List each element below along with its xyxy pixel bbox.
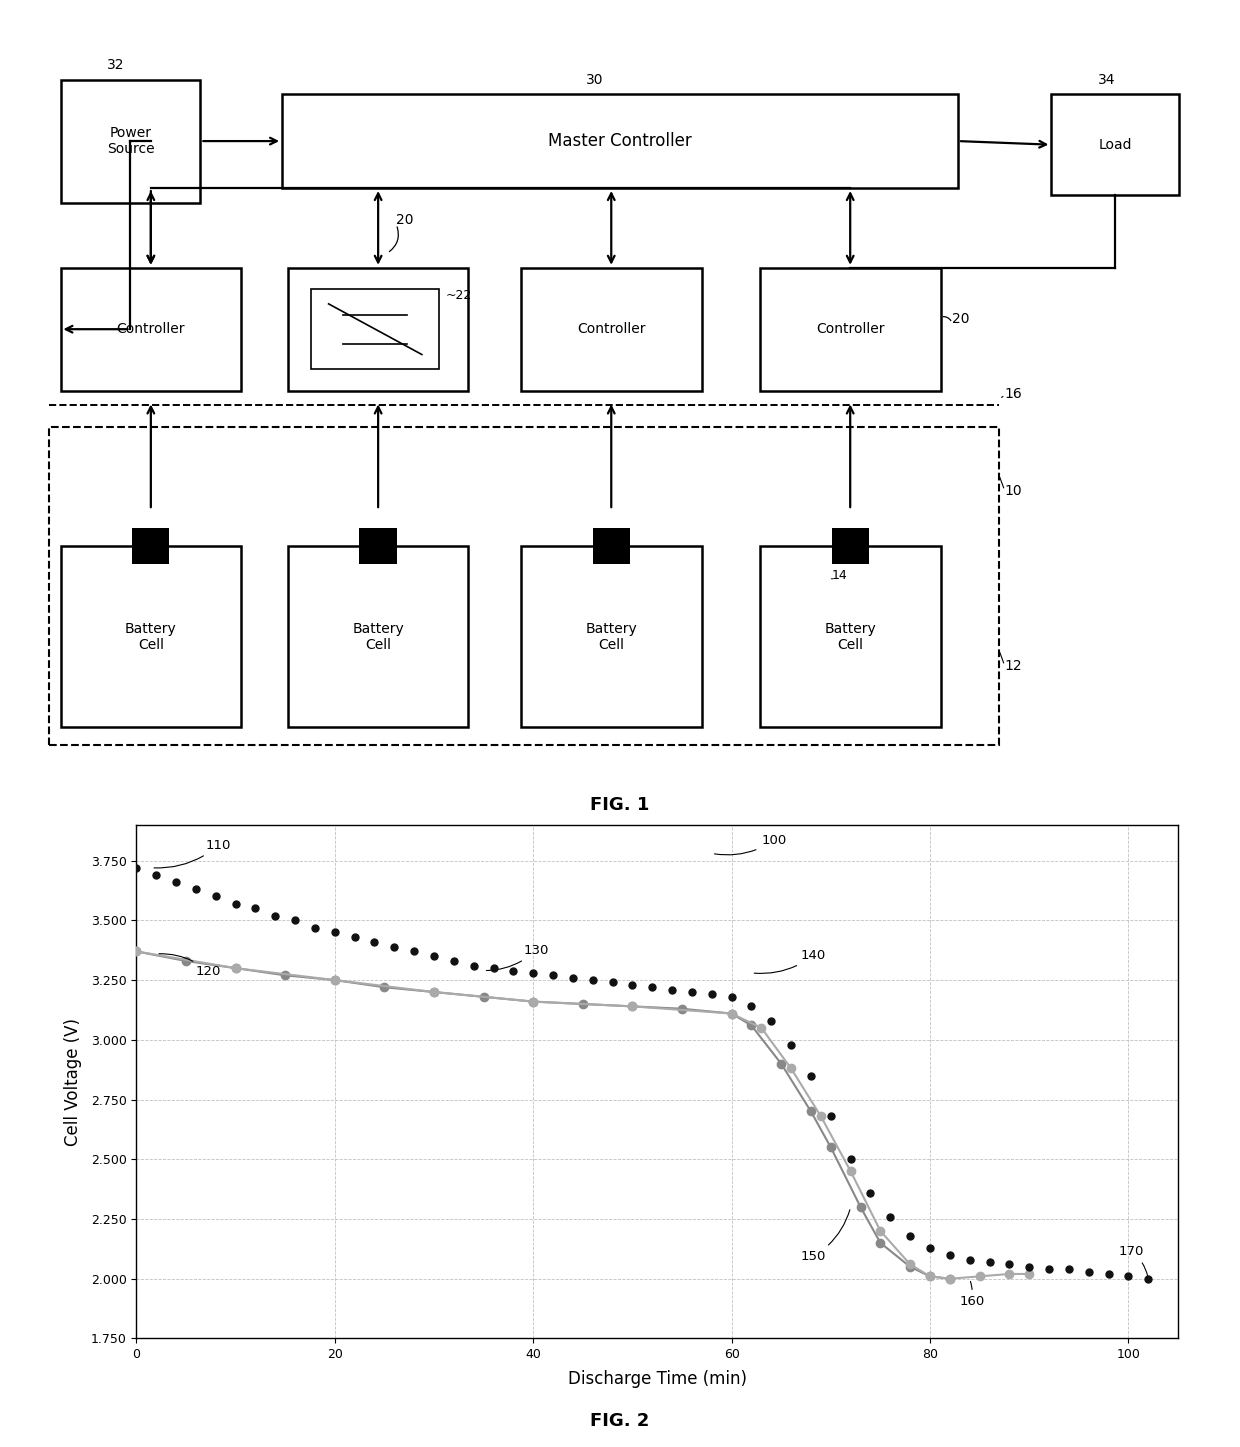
Text: Battery
Cell: Battery Cell bbox=[825, 622, 877, 651]
FancyBboxPatch shape bbox=[61, 80, 201, 203]
FancyBboxPatch shape bbox=[521, 547, 702, 728]
Text: Controller: Controller bbox=[117, 323, 185, 336]
Text: Master Controller: Master Controller bbox=[548, 132, 692, 150]
Text: Load: Load bbox=[1099, 137, 1132, 152]
Text: 12: 12 bbox=[1004, 658, 1022, 673]
Text: Power
Source: Power Source bbox=[107, 126, 154, 156]
Text: 30: 30 bbox=[587, 72, 604, 87]
Text: 120: 120 bbox=[159, 954, 221, 978]
Text: ~22: ~22 bbox=[445, 289, 471, 302]
Text: Battery
Cell: Battery Cell bbox=[125, 622, 177, 651]
Text: 110: 110 bbox=[154, 839, 231, 868]
Text: 160: 160 bbox=[960, 1282, 985, 1308]
Bar bbox=[133, 528, 170, 564]
FancyBboxPatch shape bbox=[760, 547, 940, 728]
Text: Battery
Cell: Battery Cell bbox=[585, 622, 637, 651]
Text: 20: 20 bbox=[952, 313, 970, 326]
Text: 14: 14 bbox=[832, 569, 848, 582]
Text: Controller: Controller bbox=[816, 323, 884, 336]
FancyBboxPatch shape bbox=[521, 268, 702, 391]
Text: 100: 100 bbox=[714, 833, 786, 855]
Text: Controller: Controller bbox=[577, 323, 646, 336]
Text: 150: 150 bbox=[801, 1210, 849, 1263]
FancyBboxPatch shape bbox=[281, 94, 959, 188]
Text: 20: 20 bbox=[397, 213, 414, 227]
FancyBboxPatch shape bbox=[288, 268, 469, 391]
Text: 32: 32 bbox=[107, 58, 125, 72]
FancyBboxPatch shape bbox=[61, 268, 241, 391]
Text: Battery
Cell: Battery Cell bbox=[352, 622, 404, 651]
Text: 34: 34 bbox=[1097, 72, 1116, 87]
Bar bbox=[832, 528, 869, 564]
Text: 140: 140 bbox=[754, 949, 826, 974]
Y-axis label: Cell Voltage (V): Cell Voltage (V) bbox=[64, 1017, 83, 1146]
Text: 170: 170 bbox=[1118, 1244, 1148, 1276]
FancyBboxPatch shape bbox=[1052, 94, 1179, 195]
Text: 130: 130 bbox=[486, 943, 548, 971]
X-axis label: Discharge Time (min): Discharge Time (min) bbox=[568, 1369, 746, 1388]
FancyBboxPatch shape bbox=[48, 427, 999, 745]
FancyBboxPatch shape bbox=[311, 289, 439, 369]
FancyBboxPatch shape bbox=[288, 547, 469, 728]
FancyBboxPatch shape bbox=[760, 268, 940, 391]
Text: FIG. 1: FIG. 1 bbox=[590, 796, 650, 813]
FancyBboxPatch shape bbox=[61, 547, 241, 728]
Text: FIG. 2: FIG. 2 bbox=[590, 1412, 650, 1430]
Bar bbox=[593, 528, 630, 564]
Text: 10: 10 bbox=[1004, 483, 1022, 498]
Text: 16: 16 bbox=[1004, 386, 1023, 401]
Bar bbox=[360, 528, 397, 564]
